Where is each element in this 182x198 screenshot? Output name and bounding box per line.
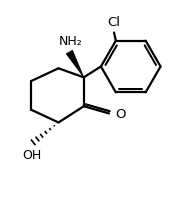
Polygon shape — [66, 50, 84, 77]
Text: OH: OH — [22, 149, 41, 162]
Text: Cl: Cl — [108, 16, 120, 29]
Text: NH₂: NH₂ — [58, 34, 82, 48]
Text: O: O — [115, 108, 125, 121]
